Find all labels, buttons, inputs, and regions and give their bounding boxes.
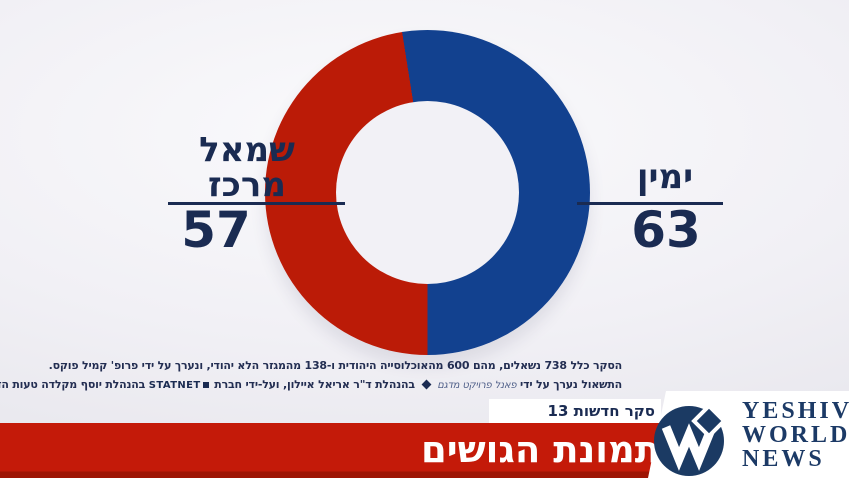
ywn-wordmark-line3: NEWS: [742, 446, 825, 472]
banner-title: תמונת הגושים: [420, 428, 660, 471]
midgam-panel-logo: פאנל פרויקט מדגם: [437, 380, 517, 391]
statnet-logo-icon: [202, 381, 209, 388]
methodology-fine-print: הסקר כלל 738 נשאלים, מהם 600 מהאוכלוסייה…: [0, 356, 623, 395]
left-bloc-label: שמאל מרכז: [188, 133, 306, 203]
left-bloc-value: 57: [181, 201, 251, 259]
ywn-wordmark-line1: YESHIVA: [742, 398, 849, 424]
ywn-wordmark-line2: WORLD: [742, 422, 849, 448]
midgam-diamond-icon: [421, 379, 431, 390]
fine-print-line2-suffix: בהנהלת יוסף מקלדה טעות הדגימה 3.6%.: [0, 378, 146, 391]
fine-print-line2-prefix: התשאול נערך על ידי: [520, 378, 622, 391]
right-bloc-label: ימין: [636, 157, 694, 197]
statnet-logo-text: STATNET: [148, 380, 201, 391]
left-label-rule: [168, 202, 345, 205]
right-label-rule: [577, 202, 723, 205]
donut-hole: [336, 101, 519, 284]
ywn-w-logo-icon: [654, 403, 727, 476]
fine-print-line1: הסקר כלל 738 נשאלים, מהם 600 מהאוכלוסייה…: [48, 359, 623, 372]
fine-print-line2: התשאול נערך על ידי פאנל פרויקט מדגם בהנה…: [0, 375, 622, 395]
left-bloc-label-line1: שמאל: [199, 130, 295, 170]
fine-print-line2-middle: בהנהלת ד"ר אריאל איילון, ועל-ידי חברת: [214, 378, 415, 391]
left-bloc-label-line2: מרכז: [208, 165, 286, 205]
blocs-donut-chart: [265, 30, 590, 355]
right-bloc-value: 63: [631, 201, 701, 259]
poll-source-tag: סקר חדשות 13: [489, 399, 661, 423]
statnet-logo: STATNET: [149, 380, 211, 391]
ywn-wordmark: YESHIVA WORLD NEWS: [742, 399, 849, 471]
